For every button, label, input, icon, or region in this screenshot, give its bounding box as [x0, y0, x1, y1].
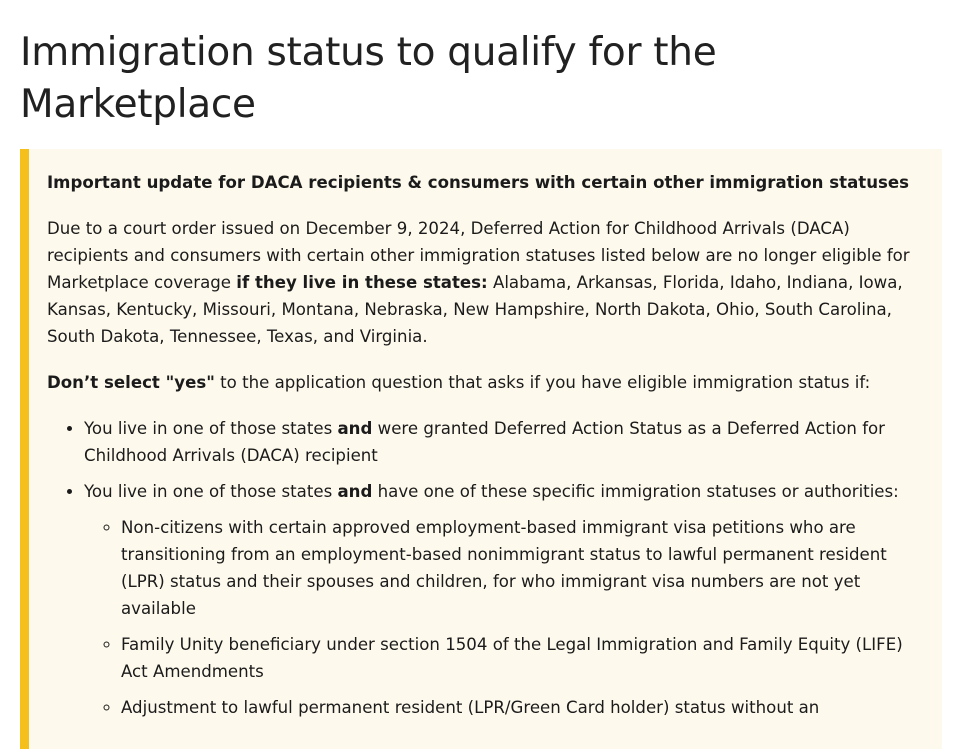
- list-item: Adjustment to lawful permanent resident …: [121, 694, 920, 721]
- alert-heading: Important update for DACA recipients & c…: [47, 173, 910, 192]
- list-item: Non-citizens with certain approved emplo…: [121, 514, 920, 622]
- list-item: You live in one of those states and have…: [84, 478, 920, 721]
- alert-intro: Due to a court order issued on December …: [47, 219, 910, 346]
- daca-update-alert: Important update for DACA recipients & c…: [20, 149, 942, 749]
- list-item: Family Unity beneficiary under section 1…: [121, 631, 920, 685]
- alert-instruction: Don’t select "yes" to the application qu…: [47, 373, 871, 392]
- status-list: Non-citizens with certain approved emplo…: [84, 514, 920, 721]
- page-title: Immigration status to qualify for the Ma…: [20, 30, 717, 127]
- condition-list: You live in one of those states and were…: [47, 415, 920, 721]
- list-item: You live in one of those states and were…: [84, 415, 920, 469]
